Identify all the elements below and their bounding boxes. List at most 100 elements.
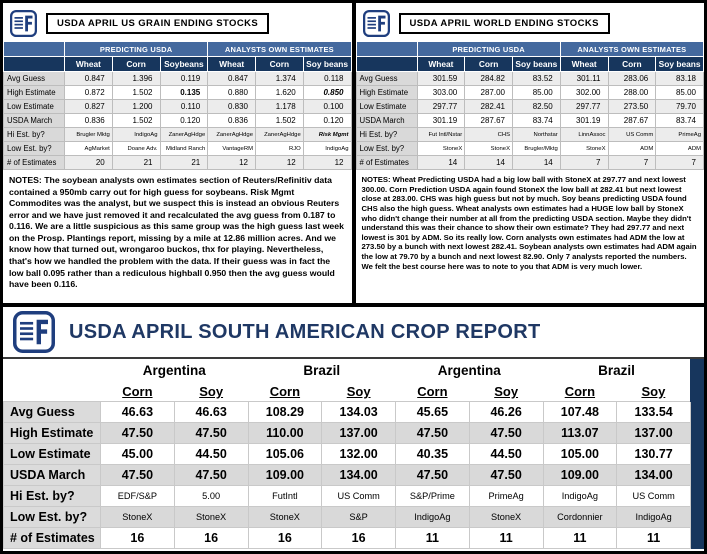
- value-cell: ZanerAgHdge: [159, 127, 209, 142]
- value-cell: 20: [64, 155, 113, 170]
- value-cell: US Comm: [321, 485, 396, 507]
- value-cell: 283.06: [607, 71, 657, 86]
- value-cell: 12: [255, 155, 304, 170]
- value-cell: 107.48: [542, 401, 618, 423]
- row-label: High Estimate: [355, 85, 418, 100]
- value-cell: Cordonnier: [542, 506, 618, 528]
- value-cell: 82.50: [512, 99, 561, 114]
- value-cell: 1.374: [255, 71, 304, 86]
- table-row: High Estimate 47.50 47.50 110.00 137.00 47.50…: [3, 422, 704, 444]
- south-america-table: Argentina Brazil Argentina Brazil Corn Soy Cor…: [3, 359, 704, 549]
- value-cell: 16: [247, 527, 323, 549]
- value-cell: 302.00: [559, 85, 609, 100]
- table-row: Avg Guess 301.59 284.82 83.52 301.11 283.06 83…: [355, 71, 704, 86]
- value-cell: 284.82: [464, 71, 513, 86]
- value-cell: 113.07: [542, 422, 618, 444]
- value-cell: S&P/Prime: [395, 485, 470, 507]
- value-cell: 11: [616, 527, 691, 549]
- value-cell: 1.200: [111, 99, 161, 114]
- value-cell: 16: [100, 527, 175, 549]
- value-cell: 40.35: [395, 443, 470, 465]
- company-logo-icon: [13, 311, 55, 353]
- value-cell: 47.50: [468, 464, 544, 486]
- column-header: Corn: [248, 381, 322, 402]
- value-cell: 303.00: [416, 85, 466, 100]
- group-header: ANALYSTS OWN ESTIMATES: [559, 41, 704, 57]
- value-cell: 0.100: [302, 99, 352, 114]
- value-cell: US Comm: [607, 127, 657, 142]
- value-cell: 14: [464, 155, 513, 170]
- south-america-table-grid: Argentina Brazil Argentina Brazil Corn Soy Cor…: [3, 359, 704, 549]
- value-cell: 16: [173, 527, 249, 549]
- row-label: Low Est. by?: [355, 141, 418, 156]
- value-cell: PrimeAg: [468, 485, 544, 507]
- value-cell: 0.135: [159, 85, 209, 100]
- table-row: Hi Est. by? Fut Intl/Nstar CHS Northstar Lin…: [355, 127, 704, 142]
- column-header: Wheat: [559, 56, 609, 72]
- value-cell: StoneX: [416, 141, 466, 156]
- table-row: # of Estimates 16 16 16 16 11 11 11 11: [3, 527, 704, 549]
- value-cell: 12: [302, 155, 352, 170]
- row-label: Hi Est. by?: [3, 127, 65, 142]
- value-cell: 47.50: [395, 464, 470, 486]
- value-cell: StoneX: [100, 506, 175, 528]
- edge-strip: [690, 527, 704, 549]
- value-cell: 0.120: [159, 113, 209, 128]
- corner-cell: [3, 56, 65, 72]
- value-cell: 1.502: [111, 113, 161, 128]
- row-label: USDA March: [355, 113, 418, 128]
- value-cell: IndigoAg: [111, 127, 161, 142]
- value-cell: 133.54: [616, 401, 691, 423]
- column-header: Soy beans: [302, 56, 352, 72]
- value-cell: 1.396: [111, 71, 161, 86]
- value-cell: ADM: [655, 141, 704, 156]
- value-cell: StoneX: [247, 506, 323, 528]
- panel-world-ending-stocks: USDA APRIL WORLD ENDING STOCKS PREDICTIN…: [355, 3, 705, 303]
- value-cell: 287.67: [607, 113, 657, 128]
- row-label: Avg Guess: [3, 71, 65, 86]
- value-cell: 12: [207, 155, 256, 170]
- value-cell: 83.18: [655, 71, 704, 86]
- world-header: USDA APRIL WORLD ENDING STOCKS: [356, 3, 705, 41]
- edge-strip: [690, 359, 704, 382]
- world-table-grid: PREDICTING USDA ANALYSTS OWN ESTIMATES Whe…: [355, 41, 704, 170]
- column-header-row: Wheat Corn Soybeans Wheat Corn Soy beans: [3, 56, 352, 72]
- value-cell: IndigoAg: [616, 506, 691, 528]
- value-cell: 105.06: [247, 443, 323, 465]
- value-cell: 7: [607, 155, 657, 170]
- value-cell: 287.67: [464, 113, 513, 128]
- group-header-row: Argentina Brazil Argentina Brazil: [3, 359, 704, 382]
- panel-south-american-crop-report: USDA APRIL SOUTH AMERICAN CROP REPORT Ar…: [3, 307, 704, 551]
- table-row: # of Estimates 14 14 14 7 7 7: [355, 155, 704, 170]
- value-cell: Fut Intl/Nstar: [416, 127, 466, 142]
- row-label: Hi Est. by?: [3, 485, 101, 507]
- value-cell: StoneX: [173, 506, 249, 528]
- value-cell: 11: [468, 527, 544, 549]
- value-cell: 105.00: [542, 443, 618, 465]
- value-cell: IndigoAg: [302, 141, 352, 156]
- value-cell: 130.77: [616, 443, 691, 465]
- south-america-title: USDA APRIL SOUTH AMERICAN CROP REPORT: [69, 320, 541, 343]
- corner-cell: [355, 41, 418, 57]
- table-row: Low Estimate 45.00 44.50 105.06 132.00 40.35 4…: [3, 443, 704, 465]
- value-cell: 47.50: [173, 422, 249, 444]
- value-cell: 0.836: [64, 113, 113, 128]
- value-cell: 14: [416, 155, 466, 170]
- value-cell: 132.00: [321, 443, 396, 465]
- value-cell: 11: [395, 527, 470, 549]
- table-row: # of Estimates 20 21 21 12 12 12: [3, 155, 352, 170]
- value-cell: 79.70: [655, 99, 704, 114]
- company-logo-icon: [362, 9, 390, 37]
- value-cell: Northstar: [512, 127, 561, 142]
- column-header: Soy: [321, 381, 396, 402]
- value-cell: ZanerAgHdge: [255, 127, 304, 142]
- value-cell: 108.29: [247, 401, 323, 423]
- value-cell: 85.00: [655, 85, 704, 100]
- us-grain-table: PREDICTING USDA ANALYSTS OWN ESTIMATES Whe…: [3, 41, 352, 170]
- value-cell: 46.63: [100, 401, 175, 423]
- corner-cell: [3, 381, 101, 402]
- value-cell: IndigoAg: [542, 485, 618, 507]
- group-header: Brazil: [248, 359, 396, 382]
- value-cell: 297.77: [559, 99, 609, 114]
- value-cell: PrimeAg: [655, 127, 704, 142]
